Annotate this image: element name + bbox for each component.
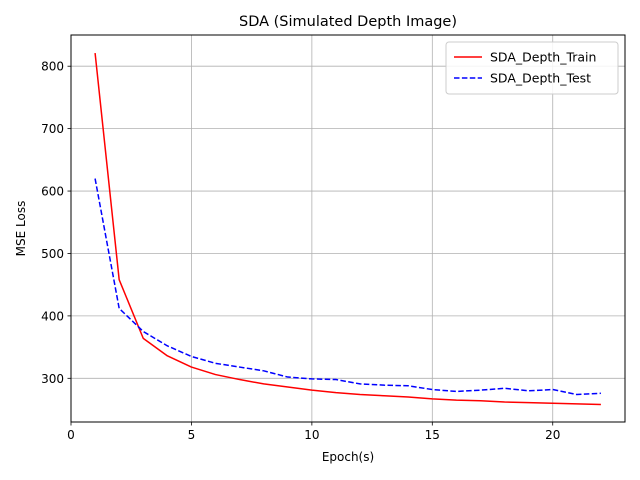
legend-box [445, 41, 619, 95]
series-line-1 [94, 53, 601, 406]
series-layer [94, 53, 601, 406]
legend-label-2: SDA_Depth_Test [490, 71, 591, 86]
series-line-2 [94, 178, 601, 396]
x-axis-label: Epoch(s) [322, 450, 374, 464]
y-tick-label: 500 [41, 247, 64, 261]
y-axis-label: MSE Loss [14, 201, 28, 257]
legend-label-1: SDA_Depth_Train [490, 50, 596, 65]
axis-ticks: 0 5 10 15 20 300 400 500 600 700 800 [41, 60, 560, 442]
chart-title: SDA (Simulated Depth Image) [239, 14, 457, 30]
x-tick-label: 0 [67, 428, 75, 442]
x-tick-label: 15 [425, 428, 440, 442]
y-tick-label: 400 [41, 309, 64, 323]
y-tick-label: 600 [41, 185, 64, 199]
x-tick-label: 20 [545, 428, 560, 442]
x-tick-label: 10 [304, 428, 319, 442]
y-tick-label: 800 [41, 60, 64, 74]
y-tick-label: 300 [41, 372, 64, 386]
plot-frame [70, 34, 626, 423]
x-tick-label: 5 [188, 428, 196, 442]
y-tick-label: 700 [41, 122, 64, 136]
legend: SDA_Depth_Train SDA_Depth_Test [445, 41, 619, 95]
